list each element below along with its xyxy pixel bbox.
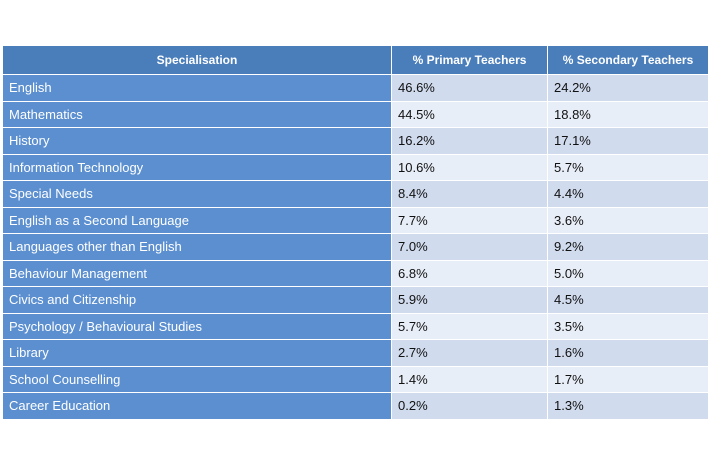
header-primary-teachers: % Primary Teachers <box>391 45 548 75</box>
row-label: Special Needs <box>2 180 392 208</box>
row-label: English as a Second Language <box>2 206 392 234</box>
secondary-value: 1.6% <box>547 339 709 367</box>
table-row: English as a Second Language 7.7% 3.6% <box>2 206 709 234</box>
primary-value: 2.7% <box>391 339 548 367</box>
table-row: Career Education 0.2% 1.3% <box>2 392 709 420</box>
row-label: Languages other than English <box>2 233 392 261</box>
table-row: Mathematics 44.5% 18.8% <box>2 100 709 128</box>
primary-value: 7.7% <box>391 206 548 234</box>
secondary-value: 3.6% <box>547 206 709 234</box>
row-label: Civics and Citizenship <box>2 286 392 314</box>
table-header-row: Specialisation % Primary Teachers % Seco… <box>2 45 709 75</box>
specialisation-table: Specialisation % Primary Teachers % Seco… <box>2 45 709 420</box>
primary-value: 0.2% <box>391 392 548 420</box>
primary-value: 7.0% <box>391 233 548 261</box>
row-label: Psychology / Behavioural Studies <box>2 312 392 340</box>
secondary-value: 1.7% <box>547 365 709 393</box>
row-label: Career Education <box>2 392 392 420</box>
row-label: English <box>2 74 392 102</box>
table-row: School Counselling 1.4% 1.7% <box>2 365 709 393</box>
table-row: Behaviour Management 6.8% 5.0% <box>2 259 709 287</box>
table-body: English 46.6% 24.2% Mathematics 44.5% 18.8% Hi… <box>2 74 709 420</box>
table-row: Civics and Citizenship 5.9% 4.5% <box>2 286 709 314</box>
row-label: School Counselling <box>2 365 392 393</box>
primary-value: 6.8% <box>391 259 548 287</box>
secondary-value: 17.1% <box>547 127 709 155</box>
specialisation-table-container: Specialisation % Primary Teachers % Seco… <box>2 45 709 420</box>
secondary-value: 5.7% <box>547 153 709 181</box>
primary-value: 10.6% <box>391 153 548 181</box>
secondary-value: 5.0% <box>547 259 709 287</box>
row-label: Information Technology <box>2 153 392 181</box>
primary-value: 46.6% <box>391 74 548 102</box>
secondary-value: 4.5% <box>547 286 709 314</box>
table-row: Library 2.7% 1.6% <box>2 339 709 367</box>
row-label: Mathematics <box>2 100 392 128</box>
row-label: Behaviour Management <box>2 259 392 287</box>
row-label: Library <box>2 339 392 367</box>
table-row: History 16.2% 17.1% <box>2 127 709 155</box>
table-row: Psychology / Behavioural Studies 5.7% 3.5% <box>2 312 709 340</box>
secondary-value: 18.8% <box>547 100 709 128</box>
secondary-value: 9.2% <box>547 233 709 261</box>
table-row: English 46.6% 24.2% <box>2 74 709 102</box>
primary-value: 44.5% <box>391 100 548 128</box>
primary-value: 1.4% <box>391 365 548 393</box>
table-row: Information Technology 10.6% 5.7% <box>2 153 709 181</box>
primary-value: 16.2% <box>391 127 548 155</box>
table-row: Languages other than English 7.0% 9.2% <box>2 233 709 261</box>
table-row: Special Needs 8.4% 4.4% <box>2 180 709 208</box>
secondary-value: 24.2% <box>547 74 709 102</box>
header-secondary-teachers: % Secondary Teachers <box>547 45 709 75</box>
row-label: History <box>2 127 392 155</box>
secondary-value: 4.4% <box>547 180 709 208</box>
secondary-value: 1.3% <box>547 392 709 420</box>
secondary-value: 3.5% <box>547 312 709 340</box>
primary-value: 5.7% <box>391 312 548 340</box>
header-specialisation: Specialisation <box>2 45 392 75</box>
primary-value: 5.9% <box>391 286 548 314</box>
primary-value: 8.4% <box>391 180 548 208</box>
